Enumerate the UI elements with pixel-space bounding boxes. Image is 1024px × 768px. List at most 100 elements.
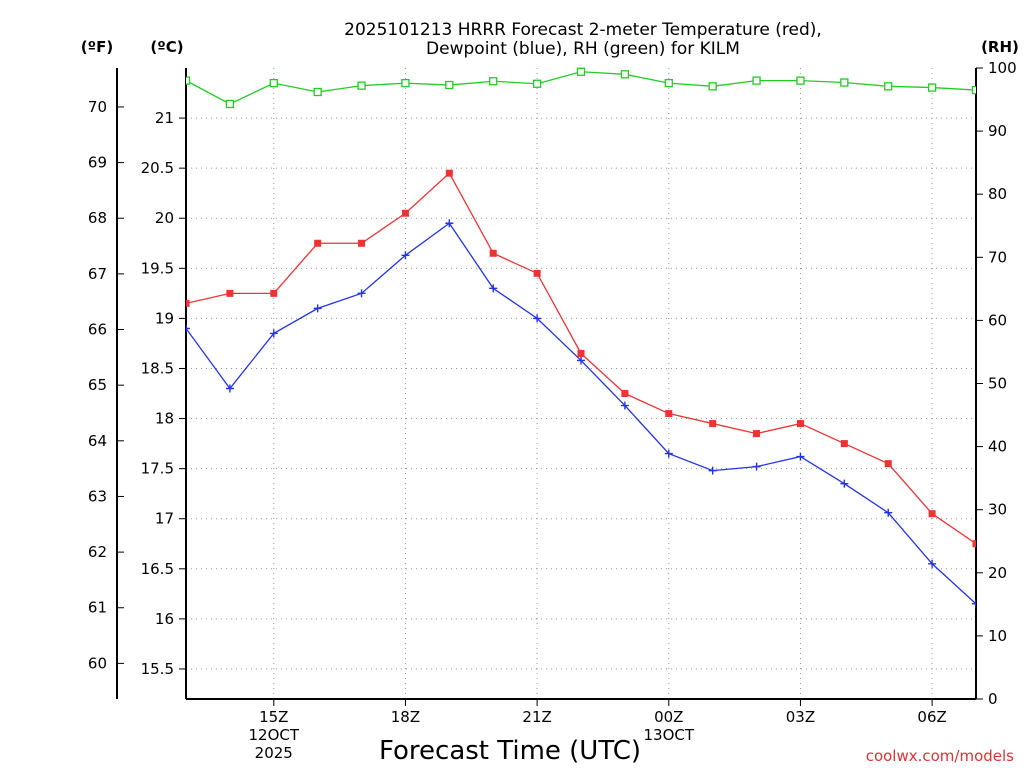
temperature-point <box>928 510 936 518</box>
rh-point <box>357 81 366 90</box>
dewpoint-point <box>972 599 976 608</box>
rh-line <box>186 71 976 105</box>
credit-link[interactable]: coolwx.com/models <box>866 747 1014 765</box>
x-tick-label: 15Z <box>259 708 288 726</box>
temperature-point <box>796 420 804 428</box>
rh-tick-label: 10 <box>988 627 1007 645</box>
dewpoint-point <box>186 324 190 333</box>
fahrenheit-unit-label: (ºF) <box>81 38 113 56</box>
rh-point <box>269 78 278 88</box>
x-tick-label: 00Z <box>654 708 683 726</box>
dewpoint-point <box>796 452 805 461</box>
celsius-unit-label: (ºC) <box>150 38 183 56</box>
tick-labels: 15.5 16 16.5 17 17.5 18 18.5 19 19.5 20 20.5 21 60 61… <box>88 59 1017 762</box>
rh-tick-label: 90 <box>988 122 1007 140</box>
celsius-tick-label: 15.5 <box>141 660 174 678</box>
rh-series <box>186 67 976 109</box>
celsius-tick-label: 16 <box>155 610 174 628</box>
celsius-tick-label: 19 <box>155 309 174 327</box>
dewpoint-point <box>357 289 366 298</box>
temperature-point <box>270 289 278 297</box>
temperature-point <box>489 249 497 257</box>
fahrenheit-tick-label: 70 <box>88 98 107 116</box>
temperature-point <box>840 440 848 448</box>
fahrenheit-tick-label: 69 <box>88 154 107 172</box>
rh-point <box>186 76 191 85</box>
fahrenheit-tick-label: 63 <box>88 487 107 505</box>
celsius-tick-label: 16.5 <box>141 560 174 578</box>
rh-point <box>532 79 542 88</box>
fahrenheit-tick-label: 65 <box>88 376 107 394</box>
x-tick-label: 18Z <box>391 708 420 726</box>
celsius-tick-label: 21 <box>155 109 174 127</box>
dewpoint-point <box>752 462 761 471</box>
temperature-point <box>884 460 892 468</box>
celsius-tick-label: 18 <box>155 410 174 428</box>
rh-point <box>884 82 893 91</box>
fahrenheit-tick-label: 66 <box>88 321 107 339</box>
temperature-point <box>972 540 976 548</box>
x-tick-label: 2025 <box>255 744 293 762</box>
rh-point <box>620 70 630 79</box>
rh-point <box>840 78 849 87</box>
temperature-point <box>621 390 629 398</box>
temperature-series <box>139 169 976 548</box>
temperature-point <box>577 349 585 357</box>
rh-point <box>445 80 454 90</box>
temperature-point <box>358 239 366 247</box>
dewpoint-point <box>489 284 498 293</box>
dewpoint-point <box>708 466 717 475</box>
rh-point <box>927 83 937 92</box>
dewpoint-point <box>884 508 893 517</box>
fahrenheit-tick-label: 61 <box>88 599 107 617</box>
fahrenheit-tick-label: 67 <box>88 265 107 283</box>
temperature-point <box>314 239 322 247</box>
rh-unit-label: (RH) <box>981 38 1019 56</box>
temperature-point <box>445 169 453 177</box>
rh-tick-label: 50 <box>988 375 1007 393</box>
gridlines <box>186 68 976 699</box>
rh-tick-label: 70 <box>988 248 1007 266</box>
temperature-point <box>401 209 409 217</box>
axes <box>116 67 983 706</box>
temperature-point <box>139 305 146 312</box>
temperature-point <box>709 420 717 428</box>
data-series <box>139 67 976 608</box>
chart-title-line1: 2025101213 HRRR Forecast 2-meter Tempera… <box>344 20 822 40</box>
rh-point <box>796 76 805 85</box>
rh-tick-label: 60 <box>988 311 1007 329</box>
dewpoint-point <box>313 304 322 313</box>
celsius-tick-label: 20.5 <box>141 159 174 177</box>
fahrenheit-tick-label: 62 <box>88 543 107 561</box>
dewpoint-point <box>928 559 937 568</box>
rh-point <box>576 67 586 76</box>
x-tick-label: 06Z <box>917 708 946 726</box>
temperature-point <box>533 269 541 277</box>
rh-tick-label: 0 <box>988 690 998 708</box>
rh-point <box>971 85 976 95</box>
dewpoint-point <box>225 384 234 393</box>
celsius-tick-label: 17 <box>155 510 174 528</box>
dewpoint-point <box>269 329 278 338</box>
rh-tick-label: 40 <box>988 438 1007 456</box>
rh-tick-label: 100 <box>988 59 1017 77</box>
dewpoint-point <box>840 479 849 488</box>
fahrenheit-tick-label: 60 <box>88 654 107 672</box>
rh-tick-label: 20 <box>988 564 1007 582</box>
chart-title-line2: Dewpoint (blue), RH (green) for KILM <box>426 39 740 59</box>
x-tick-label: 13OCT <box>644 726 695 744</box>
celsius-tick-label: 19.5 <box>141 259 174 277</box>
rh-point <box>664 78 673 88</box>
dewpoint-series <box>186 219 976 608</box>
fahrenheit-tick-label: 64 <box>88 432 107 450</box>
temperature-point <box>665 410 673 418</box>
celsius-tick-label: 18.5 <box>141 359 174 377</box>
rh-point <box>313 87 322 97</box>
rh-point <box>752 76 761 85</box>
dewpoint-point <box>445 219 454 228</box>
x-tick-label: 21Z <box>522 708 551 726</box>
dewpoint-line <box>186 222 976 605</box>
rh-point <box>708 82 717 91</box>
temperature-point <box>226 289 234 297</box>
dewpoint-point <box>533 314 542 323</box>
